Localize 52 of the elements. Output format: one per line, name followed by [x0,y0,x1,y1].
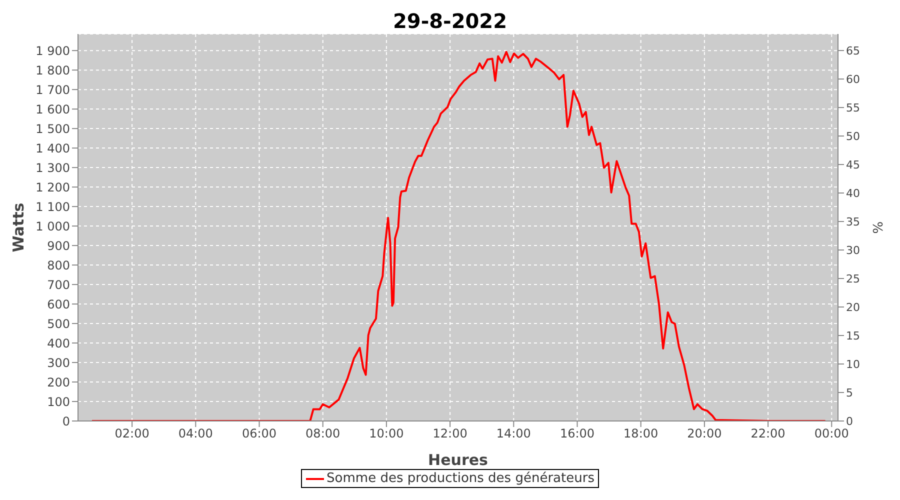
y2-tick-label: 40 [846,186,860,200]
y2-tick-label: 5 [846,386,853,400]
y2-tick-label: 0 [846,414,853,428]
y2-tick-label: 60 [846,72,860,86]
y-tick-label: 1 900 [36,44,70,58]
x-tick-label: 08:00 [306,426,340,441]
y-axis-title: Watts [9,202,28,252]
y2-tick-label: 45 [846,158,860,172]
y-tick-label: 200 [47,375,70,390]
y2-tick-label: 35 [846,215,860,228]
x-tick-label: 18:00 [624,426,658,441]
x-tick-label: 22:00 [750,426,786,441]
line-series [90,50,826,421]
y-tick-label: 1 400 [36,141,70,156]
y-tick-label: 300 [47,356,70,370]
y-tick-label: 1 300 [36,160,70,175]
x-tick-label: 14:00 [496,426,531,441]
y2-tick-label: 25 [846,272,860,286]
y2-tick-label: 50 [846,130,860,143]
y-tick-label: 800 [47,258,70,272]
y2-axis-title: % [872,221,887,234]
y2-tick-label: 20 [846,300,860,314]
y2-tick-label: 15 [846,329,860,342]
y-tick-label: 1 500 [36,122,70,136]
y-tick-label: 1 600 [36,102,70,116]
x-tick-label: 04:00 [178,426,213,441]
y-tick-label: 1 800 [36,63,70,78]
legend-label: Somme des productions des générateurs [326,471,594,486]
x-axis-title: Heures [428,451,488,469]
x-tick-label: 16:00 [560,426,595,441]
x-tick-label: 06:00 [242,426,277,441]
y-tick-label: 900 [47,238,70,253]
y-tick-label: 1 700 [36,82,70,97]
y-tick-label: 0 [62,414,70,428]
y-tick-label: 100 [47,394,70,409]
y2-tick-label: 30 [846,244,860,257]
x-tick-label: 10:00 [369,426,404,441]
y2-tick-label: 10 [846,358,860,371]
y-tick-label: 1 200 [36,180,70,194]
x-tick-label: 02:00 [114,426,150,441]
y2-tick-label: 65 [846,44,860,58]
x-tick-label: 12:00 [432,426,468,441]
y-tick-label: 500 [47,316,70,331]
y-tick-label: 700 [47,278,70,292]
x-tick-label: 20:00 [687,426,722,441]
y-tick-label: 400 [47,336,70,350]
y-tick-label: 1 100 [36,200,70,214]
y2-tick-label: 55 [846,101,860,114]
y-tick-label: 1 000 [36,219,70,234]
x-tick-label: 00:00 [814,426,849,441]
chart-title: 29-8-2022 [392,8,508,34]
y-tick-label: 600 [47,297,70,312]
